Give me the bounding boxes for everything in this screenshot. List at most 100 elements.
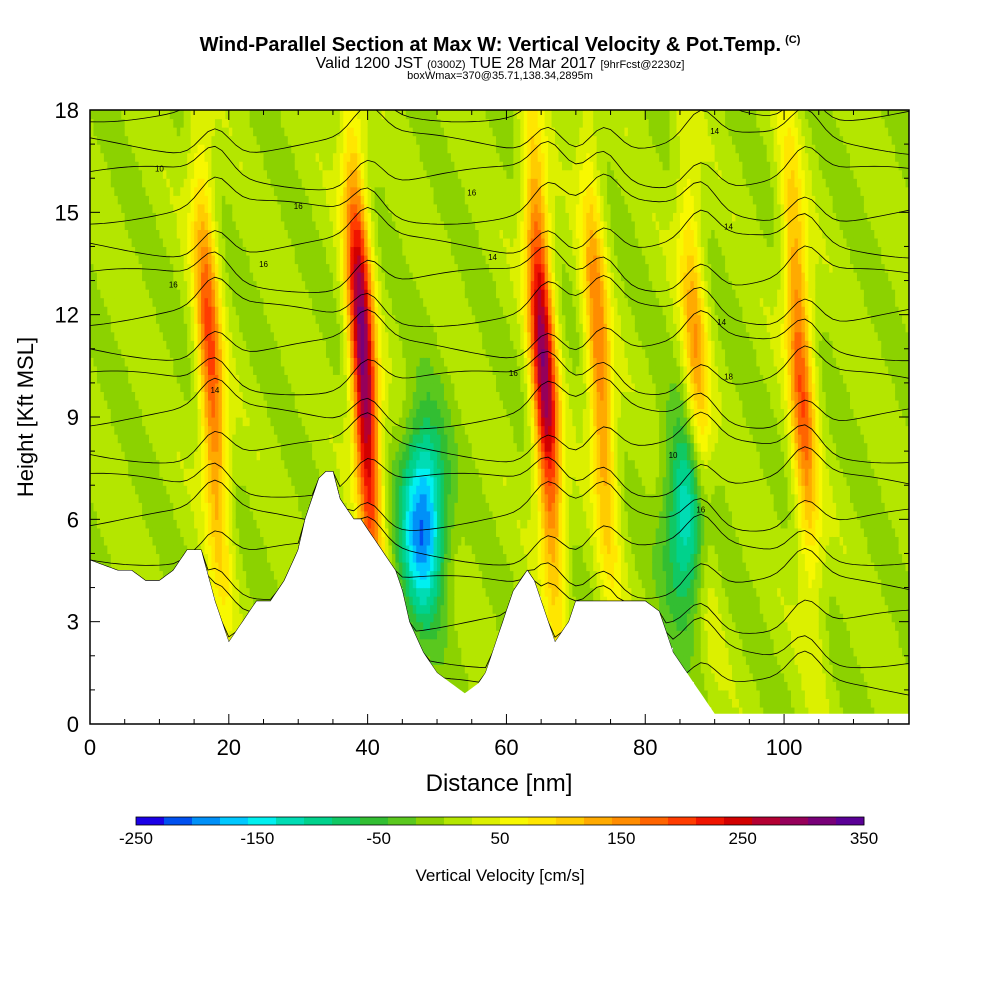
velocity-cell xyxy=(198,528,202,537)
velocity-cell xyxy=(305,178,309,187)
velocity-cell xyxy=(267,443,271,452)
velocity-cell xyxy=(191,170,195,179)
velocity-cell xyxy=(170,545,174,554)
velocity-cell xyxy=(270,417,274,426)
velocity-cell xyxy=(288,264,292,273)
velocity-cell xyxy=(253,323,257,332)
velocity-cell xyxy=(277,264,281,273)
velocity-cell xyxy=(118,477,122,486)
velocity-cell xyxy=(298,485,302,494)
velocity-cell xyxy=(107,229,111,238)
velocity-cell xyxy=(319,161,323,170)
velocity-cell xyxy=(336,289,340,298)
velocity-cell xyxy=(371,494,375,503)
velocity-cell xyxy=(253,255,257,264)
velocity-cell xyxy=(132,477,136,486)
velocity-cell xyxy=(173,161,177,170)
velocity-cell xyxy=(135,451,139,460)
velocity-cell xyxy=(406,136,410,145)
velocity-cell xyxy=(305,443,309,452)
velocity-cell xyxy=(156,315,160,324)
velocity-cell xyxy=(243,187,247,196)
velocity-cell xyxy=(368,229,372,238)
velocity-cell xyxy=(343,246,347,255)
velocity-cell xyxy=(284,306,288,315)
velocity-cell xyxy=(399,519,403,528)
velocity-cell xyxy=(215,443,219,452)
velocity-cell xyxy=(364,477,368,486)
velocity-cell xyxy=(253,281,257,290)
velocity-cell xyxy=(236,511,240,520)
velocity-cell xyxy=(284,528,288,537)
velocity-cell xyxy=(142,229,146,238)
velocity-cell xyxy=(284,289,288,298)
velocity-cell xyxy=(392,144,396,153)
velocity-cell xyxy=(152,374,156,383)
velocity-cell xyxy=(152,246,156,255)
velocity-cell xyxy=(319,229,323,238)
velocity-cell xyxy=(201,434,205,443)
velocity-cell xyxy=(329,144,333,153)
velocity-cell xyxy=(232,391,236,400)
velocity-cell xyxy=(93,519,97,528)
velocity-cell xyxy=(194,221,198,230)
velocity-cell xyxy=(222,264,226,273)
velocity-cell xyxy=(312,315,316,324)
velocity-cell xyxy=(253,221,257,230)
velocity-cell xyxy=(319,187,323,196)
velocity-cell xyxy=(340,315,344,324)
velocity-cell xyxy=(128,434,132,443)
velocity-cell xyxy=(118,468,122,477)
velocity-cell xyxy=(257,383,261,392)
velocity-cell xyxy=(371,127,375,136)
velocity-cell xyxy=(257,468,261,477)
velocity-cell xyxy=(198,119,202,128)
velocity-cell xyxy=(264,178,268,187)
velocity-cell xyxy=(375,127,379,136)
velocity-cell xyxy=(378,468,382,477)
velocity-cell xyxy=(128,204,132,213)
velocity-cell xyxy=(194,417,198,426)
velocity-cell xyxy=(409,485,413,494)
velocity-cell xyxy=(218,562,222,571)
velocity-cell xyxy=(316,136,320,145)
velocity-cell xyxy=(118,178,122,187)
velocity-cell xyxy=(392,426,396,435)
velocity-cell xyxy=(392,383,396,392)
velocity-cell xyxy=(243,289,247,298)
velocity-cell xyxy=(302,400,306,409)
velocity-cell xyxy=(260,332,264,341)
velocity-cell xyxy=(215,349,219,358)
velocity-cell xyxy=(215,204,219,213)
velocity-cell xyxy=(201,195,205,204)
velocity-cell xyxy=(118,204,122,213)
velocity-cell xyxy=(274,400,278,409)
velocity-cell xyxy=(177,136,181,145)
velocity-cell xyxy=(350,161,354,170)
velocity-cell xyxy=(284,477,288,486)
velocity-cell xyxy=(93,468,97,477)
velocity-cell xyxy=(132,374,136,383)
velocity-cell xyxy=(132,264,136,273)
velocity-cell xyxy=(107,195,111,204)
velocity-cell xyxy=(250,323,254,332)
velocity-cell xyxy=(211,110,215,119)
velocity-cell xyxy=(281,195,285,204)
velocity-cell xyxy=(211,246,215,255)
velocity-cell xyxy=(277,400,281,409)
velocity-cell xyxy=(309,357,313,366)
velocity-cell xyxy=(270,212,274,221)
velocity-cell xyxy=(114,127,118,136)
velocity-cell xyxy=(409,374,413,383)
velocity-cell xyxy=(194,374,198,383)
velocity-cell xyxy=(107,127,111,136)
velocity-cell xyxy=(215,238,219,247)
velocity-cell xyxy=(225,502,229,511)
velocity-cell xyxy=(323,119,327,128)
velocity-cell xyxy=(139,536,143,545)
velocity-cell xyxy=(107,255,111,264)
velocity-cell xyxy=(368,477,372,486)
velocity-cell xyxy=(402,119,406,128)
velocity-cell xyxy=(270,153,274,162)
velocity-cell xyxy=(309,144,313,153)
